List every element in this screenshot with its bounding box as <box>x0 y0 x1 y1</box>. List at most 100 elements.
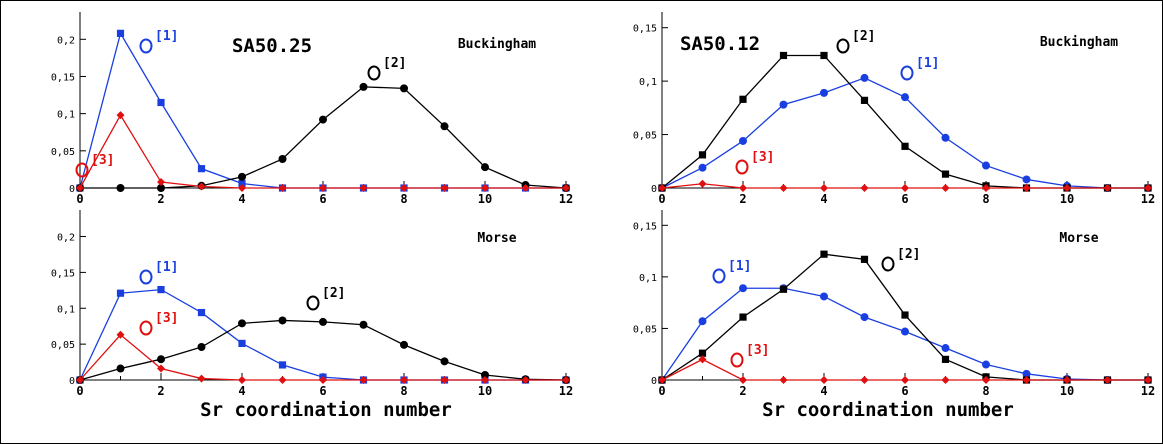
x-tick-label: 12 <box>1141 192 1155 206</box>
data-point <box>238 376 246 384</box>
data-point <box>238 319 246 328</box>
data-point <box>698 349 707 357</box>
series-line <box>79 319 567 381</box>
data-point <box>860 255 869 263</box>
data-point <box>562 184 570 192</box>
data-point <box>440 122 449 131</box>
data-point <box>779 100 788 109</box>
x-tick-label: 4 <box>820 192 827 206</box>
data-point <box>982 360 990 369</box>
data-point <box>278 155 287 164</box>
series-3: [3] <box>658 150 1152 192</box>
data-point <box>698 151 707 159</box>
data-point <box>1103 184 1112 192</box>
data-point <box>562 376 570 384</box>
series-line <box>79 113 566 189</box>
data-point <box>400 340 408 349</box>
data-point <box>157 364 165 373</box>
series-3: [3] <box>76 311 570 384</box>
data-point <box>901 376 909 384</box>
site-ring-marker <box>306 295 320 311</box>
data-point <box>698 317 707 326</box>
data-point <box>901 184 909 192</box>
site-label: [1] <box>916 56 939 71</box>
site-label: [2] <box>383 56 406 71</box>
data-point <box>1022 184 1031 192</box>
y-tick-label: 0,2 <box>57 35 75 46</box>
x-tick-label: 8 <box>400 384 407 398</box>
site-label: [3] <box>155 311 178 326</box>
series-3: [3] <box>658 343 1152 384</box>
data-point <box>820 250 828 258</box>
data-point <box>860 313 869 322</box>
data-point <box>941 184 950 192</box>
y-tick-label: 0,1 <box>639 273 657 284</box>
data-point <box>238 184 246 192</box>
x-tick-label: 0 <box>76 192 83 206</box>
sample-label: SA50.12 <box>680 33 760 55</box>
data-point <box>400 84 408 93</box>
x-axis-label-left: Sr coordination number <box>200 399 452 421</box>
series-line <box>79 288 566 381</box>
site-ring-marker <box>712 268 726 284</box>
data-point <box>779 51 788 60</box>
site-label: [2] <box>322 286 345 301</box>
data-point <box>481 163 489 172</box>
site-label: [3] <box>91 153 114 168</box>
data-point <box>76 376 84 384</box>
sample-label: SA50.25 <box>232 35 312 57</box>
x-tick-label: 12 <box>559 384 573 398</box>
x-tick-label: 12 <box>1141 384 1155 398</box>
data-point <box>116 364 125 373</box>
site-ring-marker <box>881 256 895 272</box>
x-tick-label: 12 <box>559 192 573 206</box>
data-point <box>739 95 747 103</box>
x-axis-label-right: Sr coordination number <box>762 399 1014 421</box>
y-tick-label: 0,05 <box>633 131 657 142</box>
data-point <box>157 178 165 187</box>
series-1: [1] <box>658 259 1152 384</box>
site-label: [1] <box>155 29 178 44</box>
data-point <box>901 93 909 102</box>
site-ring-marker <box>139 320 153 336</box>
data-point <box>941 355 950 363</box>
x-tick-label: 4 <box>238 384 245 398</box>
x-tick-label: 10 <box>1060 384 1074 398</box>
data-point <box>779 376 788 384</box>
x-tick-label: 2 <box>739 192 746 206</box>
site-label: [3] <box>746 343 769 358</box>
y-tick-label: 0,15 <box>633 24 657 35</box>
site-ring-marker <box>900 65 914 81</box>
data-point <box>238 339 246 348</box>
x-tick-label: 0 <box>76 384 83 398</box>
data-point <box>197 343 206 351</box>
data-point <box>739 184 747 192</box>
data-point <box>319 317 327 326</box>
x-tick-label: 10 <box>478 192 492 206</box>
data-point <box>860 376 869 384</box>
x-tick-label: 4 <box>238 192 245 206</box>
panel-3: 0 2 4 6 8 10 12 0 0,05 0,1 0,15 0,2 Morse [1] [2] [3] <box>51 210 573 398</box>
data-point <box>1022 369 1031 378</box>
data-point <box>1144 376 1152 384</box>
data-point <box>521 184 530 192</box>
data-point <box>197 308 206 317</box>
data-point <box>116 29 125 37</box>
site-ring-marker <box>367 65 381 81</box>
data-point <box>440 376 449 384</box>
data-point <box>779 184 788 192</box>
x-tick-label: 2 <box>739 384 746 398</box>
series-1: [1] <box>76 29 570 192</box>
data-point <box>116 184 125 192</box>
x-tick-label: 6 <box>319 192 326 206</box>
data-point <box>820 292 828 301</box>
y-tick-label: 0,15 <box>633 221 657 232</box>
data-point <box>860 96 869 104</box>
data-point <box>739 313 747 321</box>
x-tick-label: 6 <box>901 192 908 206</box>
data-point <box>157 184 165 192</box>
x-tick-label: 2 <box>157 384 164 398</box>
panel-2: 0 2 4 6 8 10 12 0 0,05 0,1 0,15 SA50.12 Buckingham [1… <box>633 12 1155 206</box>
series-1: [1] <box>658 56 1152 192</box>
data-point <box>982 161 990 170</box>
